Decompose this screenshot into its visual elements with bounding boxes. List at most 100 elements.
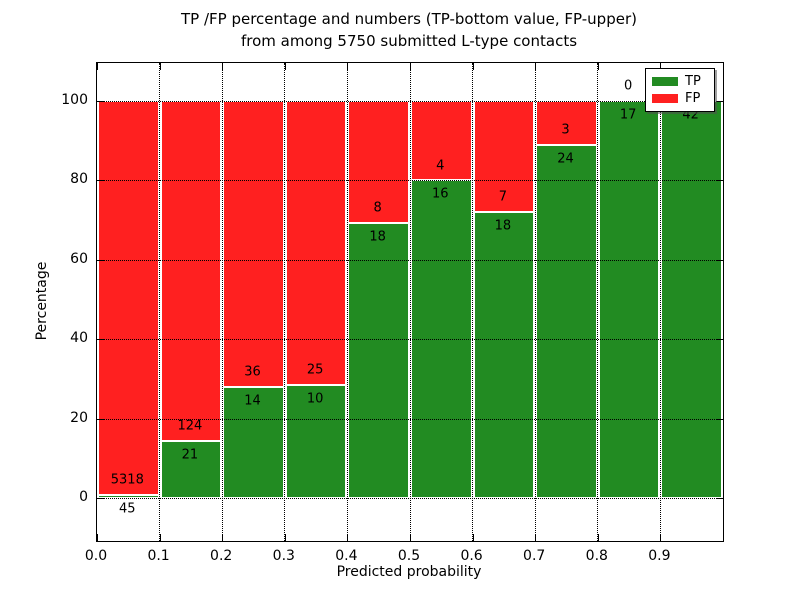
x-tick-label: 0.2	[210, 548, 233, 564]
bar-label-tp: 18	[369, 229, 386, 245]
bar-label-tp: 10	[306, 391, 324, 407]
bar-label-fp: 3	[561, 122, 570, 138]
x-tick-mark-top	[597, 63, 599, 70]
bar-segment-fp	[160, 101, 222, 441]
gridline-vertical	[597, 63, 599, 541]
bar-segment-tp	[473, 212, 535, 498]
x-tick-mark	[597, 534, 599, 541]
y-tick-mark	[97, 418, 104, 420]
x-tick-mark	[660, 534, 662, 541]
x-tick-mark-top	[159, 63, 161, 70]
bar-label-tp: 45	[119, 501, 136, 517]
bar-label-fp: 7	[498, 189, 508, 205]
gridline-vertical	[346, 63, 348, 541]
gridline-vertical	[409, 63, 411, 541]
bar-segment-fp	[411, 101, 472, 181]
y-tick-mark	[97, 498, 104, 499]
gridline-vertical	[659, 63, 661, 541]
x-tick-label: 0.9	[648, 548, 671, 564]
legend-label-fp: FP	[685, 91, 701, 106]
x-tick-label: 0.4	[335, 548, 358, 564]
bar-label-fp: 0	[623, 78, 633, 94]
x-tick-mark-top	[535, 63, 537, 70]
x-tick-mark	[159, 534, 161, 541]
bar-label-tp: 24	[557, 151, 574, 167]
bar-segment-tp	[598, 101, 660, 498]
x-tick-mark-top	[284, 63, 286, 70]
bar-segment-fp	[348, 101, 409, 224]
legend-entry: TP	[652, 73, 708, 90]
y-tick-mark-right	[716, 259, 723, 261]
y-tick-mark-right	[716, 101, 723, 102]
bar-label-fp: 124	[177, 418, 203, 434]
x-tick-label: 0.6	[460, 548, 483, 564]
x-tick-mark	[284, 534, 286, 541]
y-tick-mark	[97, 259, 104, 261]
x-tick-mark	[222, 534, 224, 541]
bar-label-tp: 14	[244, 393, 261, 409]
y-tick-label: 0	[79, 489, 88, 505]
bar-segment-fp	[536, 101, 597, 146]
x-tick-mark	[347, 534, 349, 541]
y-tick-label: 20	[70, 409, 88, 426]
bar-segment-tp	[285, 384, 347, 498]
x-tick-mark-top	[347, 63, 349, 70]
bar-label-fp: 25	[306, 362, 324, 378]
gridline-vertical	[284, 63, 286, 541]
x-tick-label: 0.5	[397, 548, 421, 564]
bar-segment-tp	[160, 440, 222, 498]
bar-label-tp: 16	[432, 186, 449, 202]
bar-label-fp: 5318	[110, 472, 144, 488]
x-tick-mark	[97, 534, 98, 541]
bar-label-tp: 21	[181, 447, 199, 463]
gridline-vertical	[472, 63, 474, 541]
y-tick-mark-right	[716, 339, 723, 341]
bar-label-fp: 8	[373, 200, 382, 216]
y-tick-label: 80	[70, 171, 88, 188]
bar-segment-tp	[661, 101, 722, 498]
legend-entry: FP	[652, 90, 708, 107]
y-tick-mark-right	[716, 180, 723, 182]
legend-swatch-fp	[652, 94, 678, 103]
bar-label-fp: 4	[436, 158, 445, 173]
chart-title: TP /FP percentage and numbers (TP-bottom…	[96, 8, 722, 52]
legend-label-tp: TP	[685, 74, 701, 89]
x-tick-label: 0.1	[147, 548, 170, 564]
legend-swatch-tp	[652, 77, 678, 86]
bar-segment-tp	[536, 145, 597, 498]
x-tick-mark	[472, 534, 474, 541]
y-tick-mark	[97, 101, 104, 102]
bar-label-tp: 18	[494, 218, 512, 234]
bar-segment-tp	[223, 386, 284, 498]
x-tick-mark	[535, 534, 537, 541]
legend: TP FP	[645, 68, 715, 112]
bar-label-fp: 36	[244, 364, 261, 380]
y-tick-label: 100	[61, 92, 88, 108]
gridline-vertical	[221, 63, 223, 541]
bar-segment-tp	[348, 223, 409, 498]
y-tick-mark-right	[716, 498, 723, 499]
x-tick-mark-top	[660, 63, 662, 70]
y-tick-mark	[97, 180, 104, 182]
y-tick-mark-right	[716, 418, 723, 420]
chart-title-line1: TP /FP percentage and numbers (TP-bottom…	[181, 10, 637, 28]
y-tick-label: 60	[70, 250, 88, 267]
x-tick-mark-top	[410, 63, 411, 70]
gridline-vertical	[534, 63, 536, 541]
bar-segment-fp	[285, 101, 347, 385]
x-tick-label: 0.3	[272, 548, 295, 564]
x-axis-label: Predicted probability	[336, 564, 482, 580]
bar-segment-fp	[223, 101, 284, 387]
x-tick-mark-top	[472, 63, 474, 70]
bar-segment-fp	[473, 101, 535, 213]
bar-segment-tp	[98, 494, 159, 498]
x-tick-mark-top	[97, 63, 98, 70]
bar-label-tp: 17	[619, 107, 637, 123]
bar-segment-fp	[98, 101, 159, 495]
x-tick-mark	[410, 534, 411, 541]
gridline-vertical	[159, 63, 161, 541]
chart-title-line2: from among 5750 submitted L-type contact…	[240, 32, 578, 50]
y-tick-label: 40	[70, 330, 88, 347]
y-tick-mark	[97, 339, 104, 341]
